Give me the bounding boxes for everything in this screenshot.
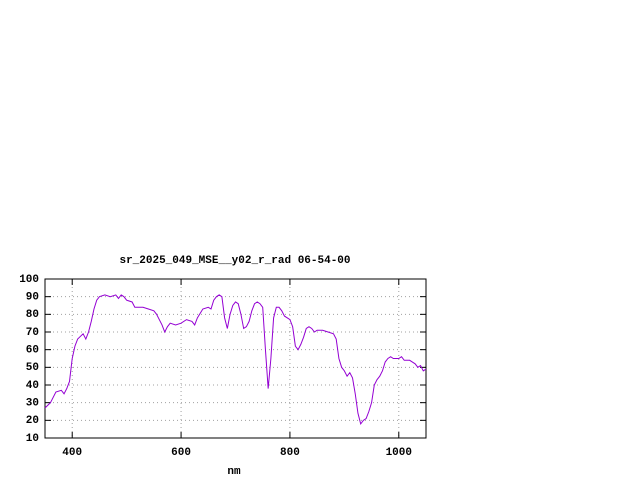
data-line [44, 294, 427, 425]
y-tick-label: 60 [26, 345, 39, 357]
x-tick-label: 1000 [386, 447, 412, 459]
y-tick-label: 20 [26, 415, 39, 427]
y-tick-label: 10 [26, 433, 39, 445]
y-tick-label: 90 [26, 292, 39, 304]
y-tick-label: 100 [19, 274, 39, 286]
x-tick-label: 400 [62, 447, 82, 459]
y-tick-label: 30 [26, 398, 39, 410]
x-tick-label: 600 [171, 447, 191, 459]
y-tick-label: 50 [26, 362, 39, 374]
chart-title: sr_2025_049_MSE__y02_r_rad 06-54-00 [119, 255, 350, 267]
y-tick-label: 80 [26, 309, 39, 321]
y-tick-label: 40 [26, 380, 39, 392]
x-tick-label: 800 [280, 447, 300, 459]
plot-frame [44, 278, 427, 439]
y-tick-label: 70 [26, 327, 39, 339]
x-axis-label: nm [227, 466, 241, 478]
